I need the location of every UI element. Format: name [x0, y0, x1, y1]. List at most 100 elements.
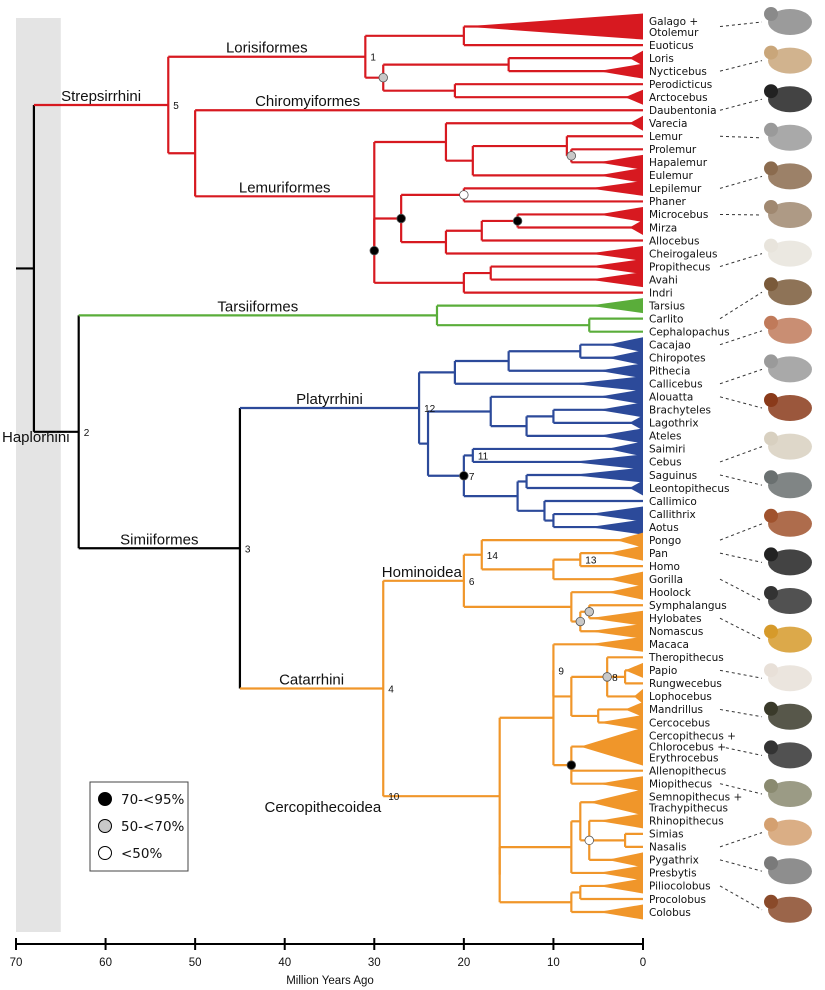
tip-label: Euoticus — [649, 40, 694, 52]
animal-head — [764, 45, 778, 60]
clade-wedge — [589, 272, 643, 288]
leader-line — [719, 783, 763, 795]
leader-line — [719, 213, 763, 216]
tip-label: Nomascus — [649, 626, 703, 638]
animal-illustration — [768, 588, 812, 614]
leader-line — [719, 175, 763, 189]
x-tick-label: 60 — [99, 957, 112, 969]
node-number: 8 — [612, 673, 618, 684]
leader-line — [719, 617, 763, 641]
node-number: 6 — [469, 577, 475, 588]
tip-label: Gorilla — [649, 574, 683, 586]
support-marker — [512, 216, 523, 226]
animal-illustration — [768, 703, 812, 730]
tree-branches — [16, 25, 643, 914]
clade-wedge — [607, 350, 643, 366]
clade-wedge — [598, 167, 643, 183]
tip-label: Cercocebus — [649, 717, 710, 729]
clade-wedge — [589, 623, 643, 639]
clade-wedge — [598, 363, 643, 379]
clade-wedge — [629, 115, 643, 131]
tip-label: Cacajao — [649, 340, 691, 352]
node-number: 5 — [173, 101, 179, 112]
tip-label: Symphalangus — [649, 600, 727, 612]
tip-label: Lophocebus — [649, 691, 712, 703]
leader-line — [719, 368, 763, 385]
animal-illustration — [768, 742, 812, 769]
node-number: 9 — [558, 666, 564, 677]
leader-line — [719, 859, 763, 872]
support-marker — [575, 616, 586, 627]
node-number: 12 — [424, 404, 436, 415]
clade-label: Tarsiiformes — [217, 298, 298, 315]
animal-illustration — [768, 202, 812, 228]
animal-head — [764, 315, 778, 330]
leader-line — [719, 552, 763, 563]
legend-label: 50-<70% — [121, 819, 185, 835]
leader-line — [719, 396, 763, 409]
tip-label: Presbytis — [649, 868, 697, 880]
time-axis: Million Years Ago 70 60 50 40 30 20 10 0 — [10, 938, 646, 987]
x-tick-label: 40 — [278, 957, 291, 969]
clade-wedge — [598, 402, 643, 418]
clade-wedge — [598, 813, 643, 829]
clade-wedge — [589, 636, 643, 652]
clade-label: Simiiformes — [120, 531, 198, 548]
clade-wedge — [598, 904, 643, 920]
tip-label: Loris — [649, 53, 674, 65]
tip-label: Lemur — [649, 131, 683, 143]
node-number: 3 — [245, 544, 251, 555]
tip-label: Hapalemur — [649, 157, 708, 169]
animal-illustration — [768, 356, 812, 383]
node-number: 14 — [487, 551, 499, 562]
animal-illustration — [768, 279, 812, 306]
leader-line — [719, 135, 763, 139]
clade-wedge — [589, 519, 643, 535]
tip-label: Alouatta — [649, 392, 693, 404]
animal-illustration — [768, 47, 812, 74]
legend-label: <50% — [121, 846, 162, 862]
tip-label: Papio — [649, 665, 677, 677]
animal-illustration — [768, 86, 812, 113]
support-marker — [459, 190, 469, 200]
tip-label: Piliocolobus — [649, 881, 711, 893]
animal-head — [764, 740, 778, 755]
animal-illustration — [768, 626, 812, 653]
animal-head — [764, 547, 778, 562]
leader-line — [719, 885, 763, 911]
clade-wedge — [616, 532, 643, 548]
leader-line — [719, 446, 763, 463]
tip-label: Pan — [649, 548, 668, 560]
leader-line — [719, 708, 763, 718]
clade-label: Hominoidea — [382, 564, 463, 581]
support-marker — [584, 835, 594, 846]
clade-wedge — [607, 337, 643, 353]
tip-label-line: Galago + — [649, 16, 698, 28]
clade-wedge — [598, 776, 643, 792]
tip-label: Avahi — [649, 274, 678, 286]
tip-label: Cheirogaleus — [649, 248, 717, 260]
legend-marker — [98, 792, 112, 806]
animal-head — [764, 508, 778, 523]
tip-label: Rhinopithecus — [649, 816, 724, 828]
animal-head — [764, 161, 778, 176]
animal-illustration — [768, 819, 812, 846]
animal-head — [764, 586, 778, 600]
leader-line — [719, 330, 763, 346]
tip-label: Nycticebus — [649, 66, 707, 78]
tip-label: Macaca — [649, 639, 689, 651]
tip-label: Chiropotes — [649, 353, 706, 365]
clade-wedges — [463, 13, 643, 920]
clade-wedge — [629, 50, 643, 66]
clade-wedge — [589, 506, 643, 522]
tip-labels: Galago + OtolemurEuoticusLorisNycticebusP… — [648, 16, 742, 919]
animal-illustration — [768, 240, 812, 267]
clade-wedge — [598, 878, 643, 894]
support-marker — [584, 607, 594, 617]
animal-head — [764, 122, 778, 137]
tip-label: Tarsius — [648, 300, 685, 312]
clade-wedge — [463, 13, 643, 40]
clade-label: Lorisiformes — [226, 40, 308, 57]
tip-label: Varecia — [649, 118, 687, 130]
clade-wedge — [634, 688, 643, 704]
